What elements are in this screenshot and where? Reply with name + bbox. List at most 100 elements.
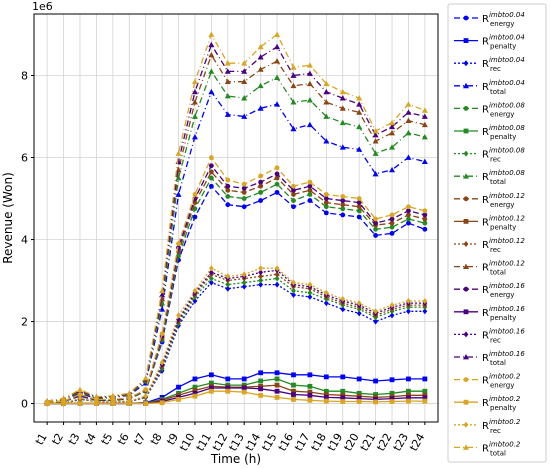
data-point-marker xyxy=(241,283,247,290)
legend: Rimbto0.04 energy Rimbto0.04 penalty Rimbto0… xyxy=(447,3,547,463)
data-point-marker xyxy=(372,138,379,144)
data-point-marker xyxy=(389,302,395,309)
data-point-marker xyxy=(241,113,248,119)
data-point-marker xyxy=(372,150,379,156)
data-point-marker xyxy=(274,58,281,64)
series-line xyxy=(47,390,425,405)
data-point-marker xyxy=(291,392,296,397)
data-point-marker xyxy=(356,399,362,404)
data-point-marker xyxy=(258,189,264,195)
data-point-marker xyxy=(274,175,280,181)
data-point-marker xyxy=(291,279,296,286)
data-point-marker xyxy=(241,68,248,74)
legend-item: Rimbto0.12 rec xyxy=(454,237,525,254)
data-point-marker xyxy=(405,129,412,136)
data-point-marker xyxy=(208,269,214,276)
data-point-marker xyxy=(257,105,264,111)
legend-label: Rimbto0.16 energy xyxy=(482,282,525,299)
data-point-marker xyxy=(307,183,313,189)
x-tick-label: t8 xyxy=(148,431,165,447)
data-point-marker xyxy=(241,376,247,382)
x-tick-label: t11 xyxy=(194,431,214,453)
legend-label: Rimbto0.04 rec xyxy=(482,56,525,73)
data-point-marker xyxy=(421,121,428,128)
data-point-marker xyxy=(373,233,378,238)
data-point-marker xyxy=(463,377,469,382)
data-point-marker xyxy=(323,200,329,206)
legend-label: Rimbto0.08 energy xyxy=(482,101,525,118)
data-point-marker xyxy=(356,123,363,130)
data-point-marker xyxy=(208,275,214,282)
data-point-marker xyxy=(77,392,83,397)
data-point-marker xyxy=(356,146,363,152)
data-point-marker xyxy=(290,72,297,78)
data-point-marker xyxy=(192,388,198,393)
data-point-marker xyxy=(372,170,379,177)
data-point-marker xyxy=(192,376,198,382)
data-point-marker xyxy=(307,187,313,193)
legend-label: Rimbto0.04 energy xyxy=(482,11,525,28)
y-tick-label: 4 xyxy=(21,234,28,247)
data-point-marker xyxy=(241,181,247,187)
data-point-marker xyxy=(290,125,297,132)
data-point-marker xyxy=(291,187,296,193)
data-point-marker xyxy=(93,393,100,399)
data-point-marker xyxy=(406,398,411,404)
data-point-marker xyxy=(356,393,362,399)
data-point-marker xyxy=(258,370,264,376)
x-tick-label: t4 xyxy=(82,431,99,447)
data-point-marker xyxy=(307,289,313,296)
data-point-marker xyxy=(225,183,231,189)
data-point-marker xyxy=(258,277,264,284)
data-point-marker xyxy=(307,293,313,300)
data-point-marker xyxy=(323,210,329,216)
data-point-marker xyxy=(406,216,411,222)
data-point-marker xyxy=(241,204,247,210)
data-point-marker xyxy=(356,390,362,396)
data-point-marker xyxy=(356,204,362,210)
data-point-marker xyxy=(406,298,411,305)
x-tick-label: t21 xyxy=(358,431,378,453)
data-point-marker xyxy=(307,179,313,185)
data-point-marker xyxy=(463,128,469,134)
data-point-marker xyxy=(291,372,296,378)
data-point-marker xyxy=(389,212,395,218)
data-point-marker xyxy=(257,43,264,50)
data-point-marker xyxy=(373,399,378,405)
data-point-marker xyxy=(192,393,198,399)
data-point-marker xyxy=(356,396,362,402)
data-point-marker xyxy=(291,388,296,394)
data-point-marker xyxy=(340,306,346,313)
data-point-marker xyxy=(274,275,280,282)
data-point-marker xyxy=(274,165,280,171)
data-point-marker xyxy=(421,107,428,113)
data-point-marker xyxy=(274,265,280,272)
data-point-marker xyxy=(323,204,329,210)
series-11 xyxy=(44,52,428,404)
x-tick-label: t24 xyxy=(407,431,427,453)
data-point-marker xyxy=(339,88,346,95)
data-point-marker xyxy=(143,393,149,400)
y-axis-multiplier: 1e6 xyxy=(32,0,53,13)
data-point-marker xyxy=(356,208,362,214)
data-point-marker xyxy=(323,80,330,87)
data-point-marker xyxy=(356,300,362,307)
data-point-marker xyxy=(192,384,198,390)
data-point-marker xyxy=(291,198,296,203)
data-point-marker xyxy=(225,385,231,391)
x-axis-ticks: t1 t2 t3 t4 t5 t6 t7 t8 t9t10t11t12t13t14t15t16t… xyxy=(33,422,427,453)
data-point-marker xyxy=(191,78,198,85)
legend-item: Rimbto0.16 energy xyxy=(454,282,525,299)
data-point-marker xyxy=(422,388,428,394)
data-point-marker xyxy=(208,175,214,181)
data-point-marker xyxy=(463,15,469,21)
data-point-marker xyxy=(274,43,281,50)
data-point-marker xyxy=(307,281,313,288)
series-line xyxy=(47,269,425,405)
data-point-marker xyxy=(356,101,363,107)
data-point-marker xyxy=(126,398,132,405)
data-point-marker xyxy=(258,183,264,189)
series-line xyxy=(47,156,426,403)
series-line xyxy=(47,164,426,403)
data-point-marker xyxy=(208,385,214,391)
